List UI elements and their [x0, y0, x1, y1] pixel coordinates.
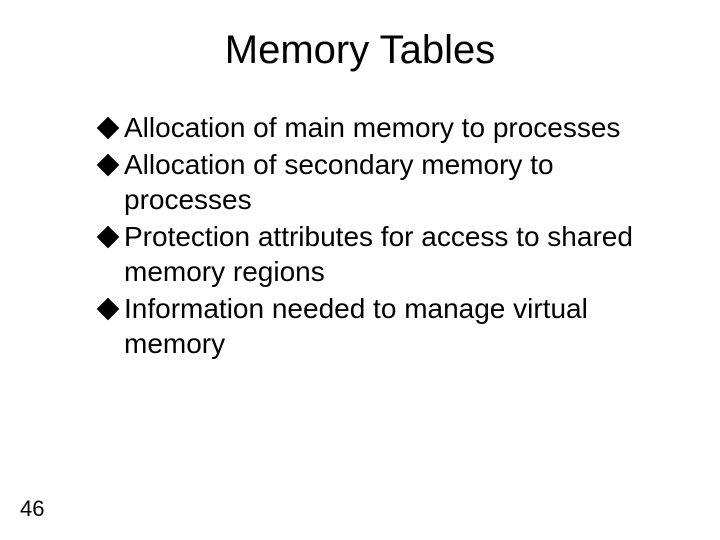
- diamond-bullet-icon: [97, 117, 120, 140]
- list-item: Protection attributes for access to shar…: [100, 219, 640, 289]
- page-number: 46: [20, 496, 44, 522]
- diamond-bullet-icon: [97, 298, 120, 321]
- bullet-text: Protection attributes for access to shar…: [124, 219, 640, 289]
- bullet-text: Information needed to manage virtual mem…: [124, 291, 640, 361]
- bullet-text: Allocation of secondary memory to proces…: [124, 147, 640, 217]
- bullet-text: Allocation of main memory to processes: [124, 110, 640, 145]
- slide-body: Allocation of main memory to processes A…: [100, 110, 640, 363]
- slide: Memory Tables Allocation of main memory …: [0, 0, 720, 540]
- list-item: Allocation of main memory to processes: [100, 110, 640, 145]
- diamond-bullet-icon: [97, 154, 120, 177]
- slide-title: Memory Tables: [0, 28, 720, 73]
- diamond-bullet-icon: [97, 226, 120, 249]
- list-item: Allocation of secondary memory to proces…: [100, 147, 640, 217]
- list-item: Information needed to manage virtual mem…: [100, 291, 640, 361]
